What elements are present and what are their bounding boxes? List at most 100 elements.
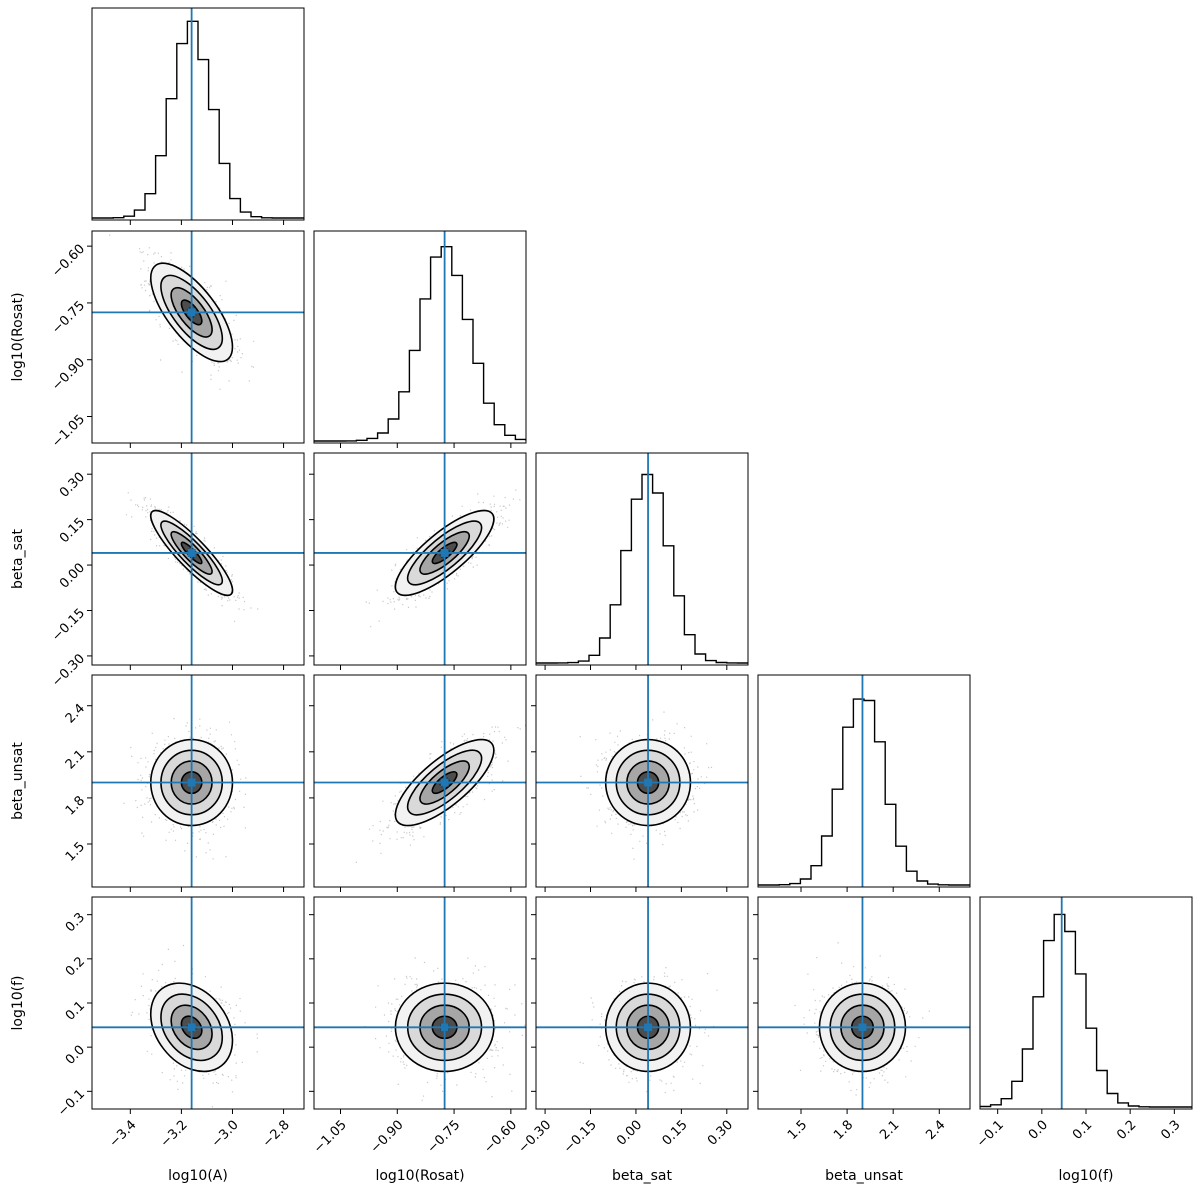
y-tick-label: −1.05 [49,412,88,451]
truth-marker [440,1023,449,1032]
panel-log10(Rosat)-vs-beta_unsat [309,674,527,892]
x-axis-label: beta_unsat [825,1168,903,1184]
x-tick-label: 2.4 [923,1118,948,1143]
panel-log10(A)-hist [91,7,305,225]
x-tick-label: 2.1 [877,1118,902,1143]
contour-line [406,520,483,586]
histogram-step-log10(A) [92,20,304,219]
y-tick-label: 0.2 [63,954,88,979]
contour-line [419,760,471,805]
panel-log10(A)-vs-log10(Rosat): −1.05 −0.90 −0.75 −0.60 [49,230,305,451]
panel-log10(Rosat)-vs-beta_sat [309,452,527,670]
y-tick-label: 1.8 [63,793,88,818]
truth-marker [440,778,449,787]
panel-frame [313,230,527,444]
x-tick-label: 1.5 [785,1118,810,1143]
x-axis-label: log10(Rosat) [375,1168,464,1184]
y-axis-label: log10(Rosat) [10,292,26,381]
panel-beta_sat-hist [535,452,749,670]
panel-frame [91,7,305,221]
y-axis-label: beta_unsat [10,742,26,820]
y-tick-label: 2.4 [63,701,88,726]
y-tick-label: 0.3 [63,910,88,935]
contour-line [160,993,224,1062]
y-tick-label: 0.15 [57,515,88,546]
panel-frame [535,674,749,888]
x-axis-label: beta_sat [612,1168,672,1184]
contour-line [406,749,483,816]
y-axis-label: beta_sat [10,529,26,589]
contour-line [180,1015,203,1040]
contour-line [394,509,495,597]
panel-frame [313,452,527,666]
x-axis-label: log10(f) [1058,1168,1113,1184]
truth-marker [187,778,196,787]
panel-frame [313,674,527,888]
x-axis-label: log10(A) [168,1168,228,1184]
panel-frame [535,452,749,666]
panel-beta_sat-vs-beta_unsat [531,674,749,892]
truth-marker [440,548,449,557]
x-tick-label: 0.15 [660,1118,691,1149]
panel-log10(A)-vs-beta_sat: −0.30 −0.15 0.00 0.15 0.30 [49,452,305,690]
histogram-step-beta_unsat [758,698,970,886]
x-tick-label: 0.0 [1026,1118,1051,1143]
x-tick-label: 0.2 [1114,1118,1139,1143]
y-tick-label: 0.30 [57,470,88,501]
contour-line [180,299,203,326]
scatter-samples [123,718,247,860]
y-tick-label: 1.5 [63,839,88,864]
contour-line [170,1004,213,1051]
panel-frame [91,230,305,444]
y-tick-label: −0.75 [49,298,88,337]
truth-marker [644,1023,653,1032]
contour-line [170,286,213,338]
truth-marker [858,1023,867,1032]
y-tick-label: 0.00 [57,560,88,591]
panel-log10(f)-hist: −0.1 0.0 0.1 0.2 0.3 [974,896,1193,1151]
y-tick-label: −0.15 [49,606,88,645]
panel-log10(A)-vs-log10(f): −3.4 −3.2 −3.0 −2.8 −0.1 0.0 0.1 0.2 0.3 [55,896,305,1151]
x-tick-label: −0.30 [516,1118,555,1157]
panel-beta_sat-vs-log10(f): −0.30 −0.15 0.00 0.15 0.30 [516,896,749,1157]
panel-log10(Rosat)-hist [313,230,527,448]
contour-line [160,520,224,586]
y-tick-label: −0.90 [49,355,88,394]
contour-line [394,738,495,827]
panel-beta_unsat-vs-log10(f): 1.5 1.8 2.1 2.4 [753,896,971,1143]
x-tick-label: −0.90 [368,1118,407,1157]
x-tick-label: 0.30 [705,1118,736,1149]
contour-line [170,530,213,575]
panel-frame [91,674,305,888]
contour-line [431,770,458,795]
panel-log10(A)-vs-beta_unsat: 1.5 1.8 2.1 2.4 [63,674,305,892]
truth-marker [187,1023,196,1032]
y-tick-label: 2.1 [63,747,88,772]
x-tick-label: −3.2 [158,1118,191,1151]
x-tick-label: 0.1 [1070,1118,1095,1143]
x-tick-label: 1.8 [831,1118,856,1143]
truth-marker [187,308,196,317]
panel-beta_unsat-hist [757,674,971,892]
histogram-step-beta_sat [536,473,748,664]
y-tick-label: −0.1 [55,1087,88,1120]
y-tick-label: 0.1 [63,998,88,1023]
histogram-step-log10(Rosat) [314,246,526,442]
y-tick-label: −0.60 [49,242,88,281]
panel-frame [91,452,305,666]
y-axis-label: log10(f) [10,975,26,1030]
x-tick-label: −0.75 [425,1118,464,1157]
contour-line [419,530,471,575]
x-tick-label: −1.05 [311,1118,350,1157]
contour-line [149,262,234,363]
contour-line [160,274,224,351]
truth-marker [644,778,653,787]
x-tick-label: −0.60 [481,1118,520,1157]
y-tick-label: −0.30 [49,651,88,690]
x-tick-label: −0.1 [974,1118,1007,1151]
x-tick-label: −0.15 [561,1118,600,1157]
truth-marker [187,548,196,557]
x-tick-label: 0.3 [1158,1118,1183,1143]
x-tick-label: 0.00 [614,1118,645,1149]
